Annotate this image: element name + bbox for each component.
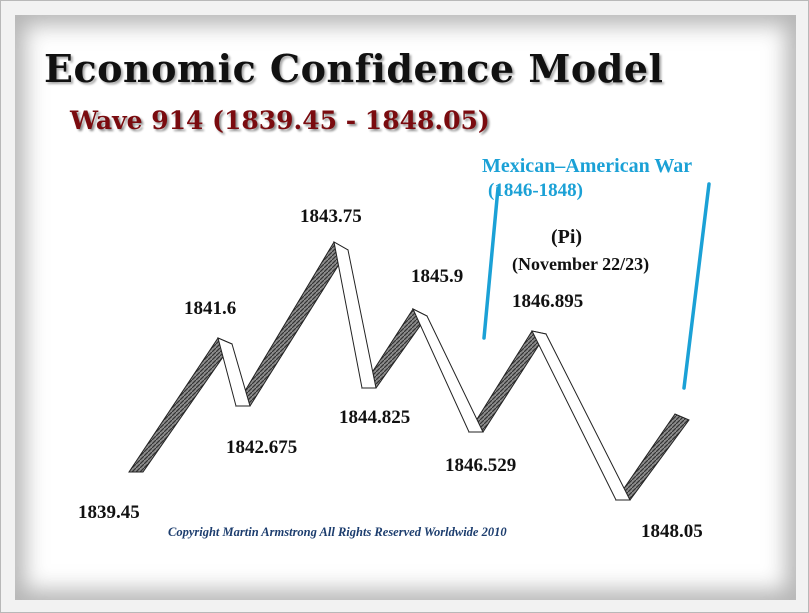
copyright-notice: Copyright Martin Armstrong All Rights Re… [168,525,507,539]
diagram-title: Economic Confidence Model [44,46,664,91]
war-start-marker-line [482,186,500,340]
pi-date-label: (November 22/23) [512,254,650,274]
turning-point-label: 1841.6 [184,298,237,319]
turning-point-label: 1848.05 [641,521,703,542]
wave-rise-2 [235,241,349,407]
wave-fall-4 [531,330,631,501]
wave-fall-3 [411,307,484,433]
turning-point-label: 1842.675 [226,437,298,458]
turning-point-label: 1839.45 [78,502,140,523]
turning-point-label: 1846.529 [445,455,517,476]
war-end-marker-line [682,182,711,390]
wave-rise-5 [615,413,690,501]
event-name: Mexican–American War [482,155,693,177]
pi-label: (Pi) [551,226,583,248]
turning-point-label: 1843.75 [300,206,362,227]
wave-rise-1 [128,337,233,473]
wave-subtitle: Wave 914 (1839.45 - 1848.05) [70,106,490,135]
event-years: (1846-1848) [488,180,583,201]
wave-fall-2 [333,241,377,389]
chart-panel [15,15,796,600]
turning-point-label: 1845.9 [411,266,464,287]
wave-fall-1 [217,337,251,407]
turning-point-label: 1846.895 [512,291,584,312]
wave-rise-4 [468,330,547,433]
turning-point-label: 1844.825 [339,407,411,428]
